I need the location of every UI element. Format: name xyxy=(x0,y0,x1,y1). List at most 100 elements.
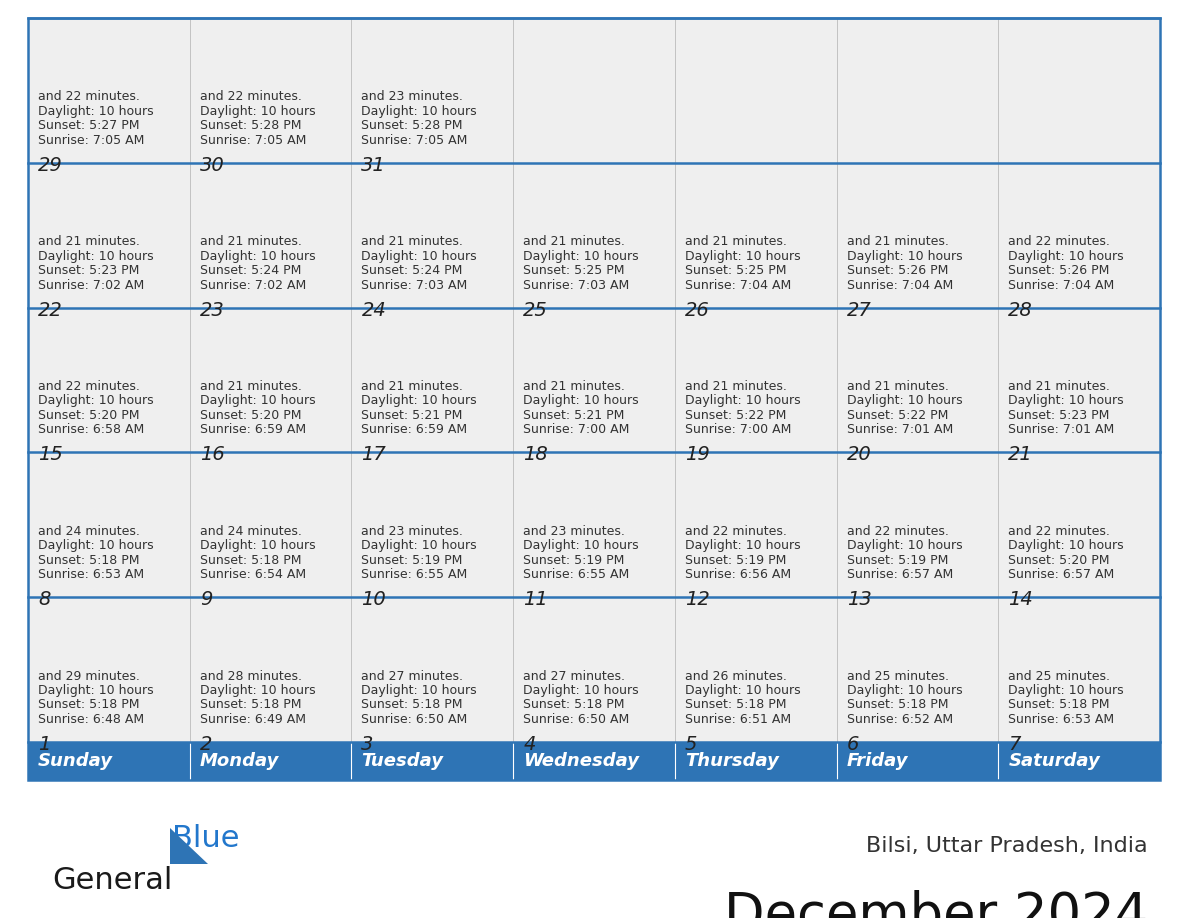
Text: and 23 minutes.: and 23 minutes. xyxy=(361,525,463,538)
Text: and 24 minutes.: and 24 minutes. xyxy=(200,525,302,538)
Text: Daylight: 10 hours: Daylight: 10 hours xyxy=(523,539,639,553)
Text: Daylight: 10 hours: Daylight: 10 hours xyxy=(38,539,153,553)
Text: General: General xyxy=(52,866,172,895)
Text: 6: 6 xyxy=(847,735,859,754)
Text: Sunrise: 6:58 AM: Sunrise: 6:58 AM xyxy=(38,423,144,436)
Text: Sunset: 5:21 PM: Sunset: 5:21 PM xyxy=(523,409,625,422)
Text: Sunset: 5:20 PM: Sunset: 5:20 PM xyxy=(38,409,139,422)
Text: and 27 minutes.: and 27 minutes. xyxy=(523,669,625,682)
Text: Sunset: 5:18 PM: Sunset: 5:18 PM xyxy=(523,699,625,711)
Text: December 2024: December 2024 xyxy=(723,890,1148,918)
Text: 12: 12 xyxy=(684,590,709,610)
Bar xyxy=(675,742,836,780)
Text: 7: 7 xyxy=(1009,735,1020,754)
Text: Sunset: 5:25 PM: Sunset: 5:25 PM xyxy=(523,264,625,277)
Text: Sunset: 5:20 PM: Sunset: 5:20 PM xyxy=(200,409,302,422)
Text: Sunset: 5:18 PM: Sunset: 5:18 PM xyxy=(200,699,302,711)
Text: 13: 13 xyxy=(847,590,871,610)
Text: Friday: Friday xyxy=(847,752,908,770)
Text: Sunset: 5:18 PM: Sunset: 5:18 PM xyxy=(361,699,463,711)
Text: Sunset: 5:18 PM: Sunset: 5:18 PM xyxy=(38,554,139,566)
Text: Daylight: 10 hours: Daylight: 10 hours xyxy=(200,684,315,697)
Text: 16: 16 xyxy=(200,445,225,465)
Text: Sunrise: 7:02 AM: Sunrise: 7:02 AM xyxy=(200,278,307,292)
Text: Sunset: 5:18 PM: Sunset: 5:18 PM xyxy=(1009,699,1110,711)
Text: and 21 minutes.: and 21 minutes. xyxy=(847,235,948,248)
Text: Sunset: 5:24 PM: Sunset: 5:24 PM xyxy=(361,264,463,277)
Text: Daylight: 10 hours: Daylight: 10 hours xyxy=(1009,250,1124,263)
Text: Daylight: 10 hours: Daylight: 10 hours xyxy=(200,395,315,408)
Text: Sunrise: 6:55 AM: Sunrise: 6:55 AM xyxy=(523,568,630,581)
Text: Saturday: Saturday xyxy=(1009,752,1100,770)
Text: Daylight: 10 hours: Daylight: 10 hours xyxy=(361,250,478,263)
Text: Daylight: 10 hours: Daylight: 10 hours xyxy=(38,105,153,118)
Text: Sunrise: 7:05 AM: Sunrise: 7:05 AM xyxy=(361,134,468,147)
Text: 1: 1 xyxy=(38,735,50,754)
Bar xyxy=(190,308,352,453)
Text: and 22 minutes.: and 22 minutes. xyxy=(1009,235,1110,248)
Text: and 22 minutes.: and 22 minutes. xyxy=(38,90,140,104)
Bar xyxy=(675,598,836,742)
Text: Sunrise: 6:59 AM: Sunrise: 6:59 AM xyxy=(200,423,305,436)
Bar xyxy=(190,453,352,598)
Text: Sunset: 5:23 PM: Sunset: 5:23 PM xyxy=(1009,409,1110,422)
Text: Sunday: Sunday xyxy=(38,752,113,770)
Text: 2: 2 xyxy=(200,735,213,754)
Bar xyxy=(998,162,1159,308)
Text: Tuesday: Tuesday xyxy=(361,752,443,770)
Text: Sunrise: 6:57 AM: Sunrise: 6:57 AM xyxy=(1009,568,1114,581)
Bar xyxy=(352,162,513,308)
Bar xyxy=(836,308,998,453)
Bar xyxy=(998,308,1159,453)
Bar xyxy=(513,308,675,453)
Text: 3: 3 xyxy=(361,735,374,754)
Bar xyxy=(836,742,998,780)
Text: Daylight: 10 hours: Daylight: 10 hours xyxy=(1009,395,1124,408)
Bar xyxy=(836,162,998,308)
Bar xyxy=(29,742,190,780)
Text: 24: 24 xyxy=(361,300,386,319)
Text: Sunset: 5:26 PM: Sunset: 5:26 PM xyxy=(847,264,948,277)
Text: Sunrise: 6:49 AM: Sunrise: 6:49 AM xyxy=(200,713,305,726)
Text: and 22 minutes.: and 22 minutes. xyxy=(200,90,302,104)
Text: Daylight: 10 hours: Daylight: 10 hours xyxy=(523,684,639,697)
Text: 22: 22 xyxy=(38,300,63,319)
Text: Daylight: 10 hours: Daylight: 10 hours xyxy=(361,684,478,697)
Text: Bilsi, Uttar Pradesh, India: Bilsi, Uttar Pradesh, India xyxy=(866,836,1148,856)
Text: 5: 5 xyxy=(684,735,697,754)
Text: and 23 minutes.: and 23 minutes. xyxy=(361,90,463,104)
Bar xyxy=(190,598,352,742)
Text: Sunset: 5:19 PM: Sunset: 5:19 PM xyxy=(684,554,786,566)
Text: 31: 31 xyxy=(361,156,386,174)
Text: Monday: Monday xyxy=(200,752,279,770)
Bar xyxy=(675,308,836,453)
Text: Sunset: 5:18 PM: Sunset: 5:18 PM xyxy=(38,699,139,711)
Text: Sunrise: 6:57 AM: Sunrise: 6:57 AM xyxy=(847,568,953,581)
Text: Blue: Blue xyxy=(172,824,240,853)
Bar xyxy=(352,308,513,453)
Bar xyxy=(513,18,675,162)
Text: Sunset: 5:18 PM: Sunset: 5:18 PM xyxy=(684,699,786,711)
Text: 9: 9 xyxy=(200,590,213,610)
Bar xyxy=(190,162,352,308)
Text: and 24 minutes.: and 24 minutes. xyxy=(38,525,140,538)
Text: Daylight: 10 hours: Daylight: 10 hours xyxy=(847,539,962,553)
Text: 23: 23 xyxy=(200,300,225,319)
Text: and 23 minutes.: and 23 minutes. xyxy=(523,525,625,538)
Bar xyxy=(29,453,190,598)
Text: Daylight: 10 hours: Daylight: 10 hours xyxy=(684,539,801,553)
Text: and 25 minutes.: and 25 minutes. xyxy=(847,669,948,682)
Text: 15: 15 xyxy=(38,445,63,465)
Text: Sunset: 5:20 PM: Sunset: 5:20 PM xyxy=(1009,554,1110,566)
Text: and 21 minutes.: and 21 minutes. xyxy=(361,380,463,393)
Text: and 21 minutes.: and 21 minutes. xyxy=(523,235,625,248)
Text: 20: 20 xyxy=(847,445,871,465)
Text: and 22 minutes.: and 22 minutes. xyxy=(38,380,140,393)
Text: 29: 29 xyxy=(38,156,63,174)
Bar xyxy=(513,162,675,308)
Bar xyxy=(836,598,998,742)
Text: Sunrise: 7:05 AM: Sunrise: 7:05 AM xyxy=(38,134,145,147)
Text: Sunrise: 6:59 AM: Sunrise: 6:59 AM xyxy=(361,423,468,436)
Text: Sunset: 5:25 PM: Sunset: 5:25 PM xyxy=(684,264,786,277)
Text: Sunset: 5:19 PM: Sunset: 5:19 PM xyxy=(523,554,625,566)
